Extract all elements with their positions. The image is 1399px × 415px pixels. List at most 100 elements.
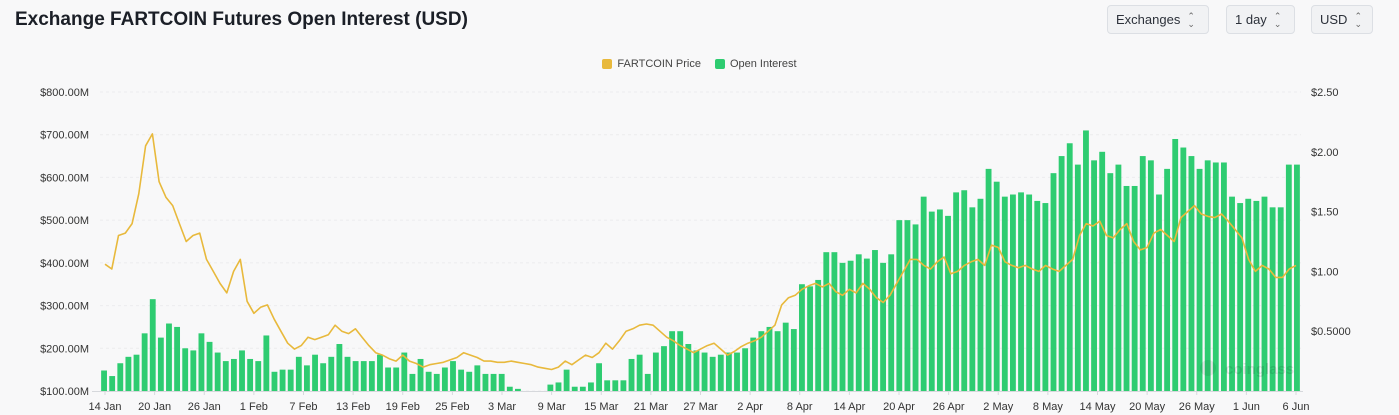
open-interest-bar [596, 363, 602, 391]
open-interest-bar [1091, 160, 1097, 391]
open-interest-bar [490, 373, 497, 391]
open-interest-bar [1294, 164, 1300, 391]
x-tick-label: 2 Apr [737, 401, 763, 413]
open-interest-bar [1285, 164, 1292, 391]
open-interest-bar [1074, 164, 1081, 391]
watermark-logo-icon [1200, 360, 1216, 376]
y-left-tick-label: $300.00M [40, 301, 89, 313]
open-interest-bar [1018, 192, 1024, 391]
legend-item-price[interactable]: FARTCOIN Price [602, 58, 701, 70]
x-tick-label: 9 Mar [538, 401, 566, 413]
open-interest-bar [239, 350, 245, 391]
open-interest-bar [247, 358, 254, 391]
currency-select[interactable]: USD ⌃ ⌄ [1311, 5, 1373, 34]
open-interest-bar [1196, 168, 1203, 391]
open-interest-bar [328, 356, 335, 391]
open-interest-bar [661, 346, 667, 391]
open-interest-bar [393, 367, 400, 391]
open-interest-bar [701, 352, 708, 391]
open-interest-bar [936, 209, 943, 391]
open-interest-bar [182, 348, 189, 391]
open-interest-bar [1229, 196, 1235, 391]
open-interest-bar [1204, 160, 1211, 391]
open-interest-bar [1026, 194, 1033, 391]
y-left-tick-label: $700.00M [40, 130, 89, 142]
open-interest-bar [287, 369, 294, 391]
open-interest-bar [425, 371, 432, 391]
open-interest-bar [377, 354, 383, 391]
open-interest-bar [855, 254, 862, 391]
open-interest-bar [1188, 156, 1195, 391]
open-interest-bar [693, 350, 700, 391]
updown-chevron-icon: ⌃ ⌄ [1273, 10, 1282, 29]
y-left-tick-label: $200.00M [40, 343, 89, 355]
open-interest-bar [174, 326, 181, 391]
open-interest-bar [304, 365, 310, 391]
open-interest-bar [1050, 173, 1057, 391]
updown-chevron-icon: ⌃ ⌄ [1354, 10, 1362, 29]
open-interest-bar [1042, 203, 1049, 391]
open-interest-swatch [714, 59, 725, 69]
open-interest-bar [149, 299, 156, 391]
open-interest-bar [222, 361, 229, 391]
open-interest-bar [620, 380, 627, 391]
open-interest-bar [1237, 203, 1244, 391]
open-interest-bar [1058, 156, 1065, 391]
open-interest-bar [312, 354, 318, 391]
open-interest-bar [677, 331, 684, 391]
open-interest-bar [1172, 138, 1179, 391]
open-interest-bar [125, 356, 132, 391]
open-interest-bar [1220, 162, 1227, 391]
y-left-tick-label: $100.00M [40, 386, 89, 398]
open-interest-bar [985, 168, 992, 391]
open-interest-bar [652, 352, 659, 391]
open-interest-bar [417, 358, 424, 391]
open-interest-bar [961, 190, 968, 391]
interval-select-label: 1 day [1235, 12, 1267, 27]
interval-select[interactable]: 1 day ⌃ ⌄ [1226, 5, 1295, 34]
open-interest-bar [685, 344, 692, 391]
open-interest-bar [709, 356, 716, 391]
open-interest-bar [1147, 160, 1154, 391]
open-interest-bar [896, 220, 903, 391]
open-interest-bar [450, 361, 456, 391]
open-interest-bar [368, 361, 375, 391]
open-interest-bar [190, 350, 197, 391]
open-interest-bar [482, 373, 489, 391]
open-interest-bar [1253, 200, 1260, 391]
open-interest-bar [847, 260, 854, 391]
x-tick-label: 20 Jan [138, 401, 171, 413]
open-interest-bar [514, 388, 521, 391]
open-interest-bar [206, 341, 213, 391]
open-interest-bar [993, 181, 1000, 391]
open-interest-bar [563, 369, 570, 391]
y-right-tick-label: $0.5000 [1311, 326, 1351, 338]
x-tick-label: 13 Feb [336, 401, 370, 413]
open-interest-bar [141, 333, 148, 391]
open-interest-bar [1180, 147, 1187, 391]
x-tick-label: 6 Jun [1283, 401, 1310, 413]
open-interest-bar [880, 262, 887, 391]
open-interest-bar [166, 323, 172, 391]
legend-item-open-interest[interactable]: Open Interest [714, 58, 797, 70]
x-tick-label: 1 Jun [1233, 401, 1260, 413]
open-interest-bar [344, 356, 351, 391]
open-interest-bar [401, 352, 408, 391]
exchanges-select[interactable]: Exchanges ⌃ ⌄ [1107, 5, 1209, 34]
open-interest-bar [1010, 194, 1016, 391]
open-interest-bar [888, 254, 895, 391]
open-interest-bar [1115, 164, 1122, 391]
open-interest-bar [547, 384, 554, 391]
open-interest-bar [109, 376, 116, 391]
chart-legend: FARTCOIN Price Open Interest [0, 58, 1399, 70]
open-interest-bar [579, 386, 586, 391]
price-line [104, 133, 1297, 371]
open-interest-bar [1083, 130, 1089, 391]
open-interest-bar [750, 337, 757, 391]
open-interest-bar [295, 356, 302, 391]
open-interest-bar [466, 371, 473, 391]
open-interest-bar [904, 220, 911, 391]
open-interest-bar [555, 382, 562, 391]
open-interest-bar [1269, 207, 1276, 391]
